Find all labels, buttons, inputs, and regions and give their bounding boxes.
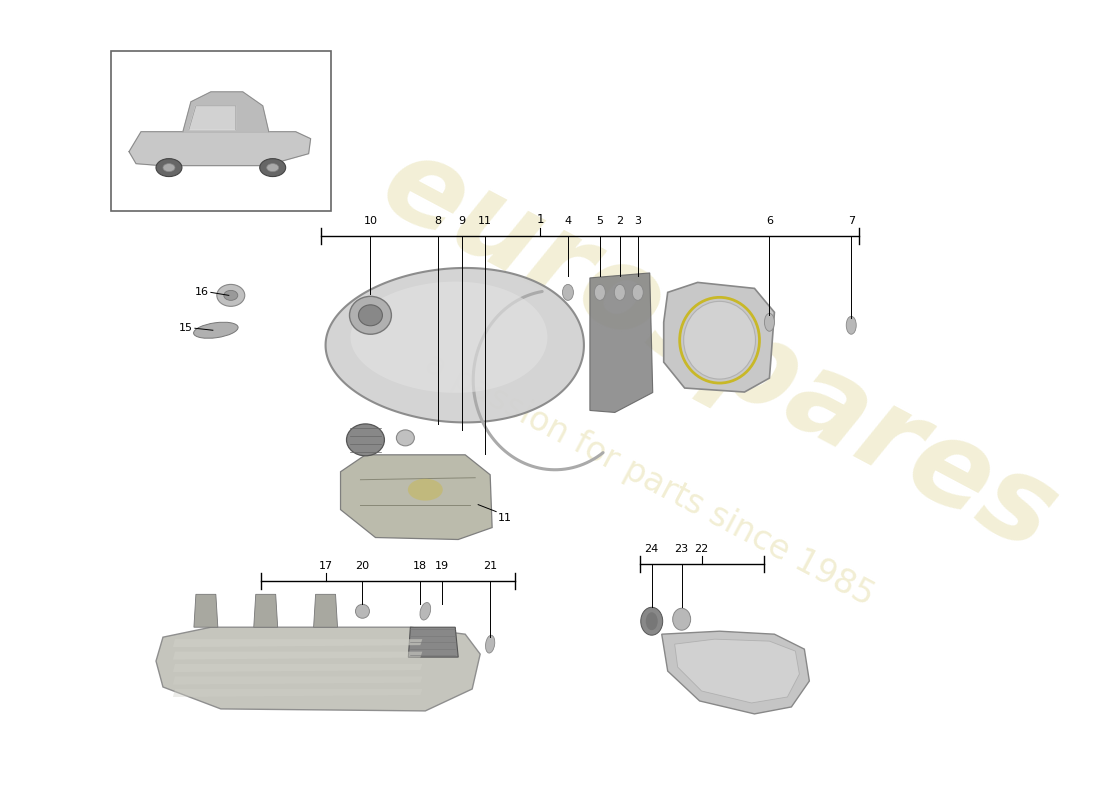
- Polygon shape: [254, 594, 277, 627]
- Text: 16: 16: [195, 287, 209, 298]
- Ellipse shape: [420, 602, 431, 620]
- Polygon shape: [326, 268, 584, 422]
- Polygon shape: [663, 282, 774, 392]
- Polygon shape: [156, 627, 481, 711]
- Text: 23: 23: [674, 545, 689, 554]
- Polygon shape: [662, 631, 810, 714]
- Ellipse shape: [156, 158, 182, 177]
- Ellipse shape: [846, 316, 856, 334]
- Polygon shape: [408, 627, 459, 657]
- Polygon shape: [183, 92, 268, 132]
- Text: 5: 5: [596, 216, 604, 226]
- Ellipse shape: [346, 424, 384, 456]
- Polygon shape: [173, 639, 422, 647]
- Ellipse shape: [684, 302, 756, 379]
- Text: 10: 10: [363, 216, 377, 226]
- Polygon shape: [189, 106, 235, 130]
- Ellipse shape: [194, 322, 238, 338]
- Polygon shape: [129, 132, 310, 166]
- Polygon shape: [314, 594, 338, 627]
- Text: 15: 15: [179, 323, 192, 334]
- Ellipse shape: [485, 635, 495, 653]
- Ellipse shape: [646, 612, 658, 630]
- Ellipse shape: [217, 285, 245, 306]
- Polygon shape: [173, 689, 422, 697]
- Text: 21: 21: [483, 562, 497, 571]
- Text: 6: 6: [766, 216, 773, 226]
- Ellipse shape: [641, 607, 662, 635]
- Text: 9: 9: [459, 216, 465, 226]
- Text: 17: 17: [319, 562, 332, 571]
- Text: 2: 2: [616, 216, 624, 226]
- Text: 22: 22: [694, 545, 708, 554]
- Polygon shape: [173, 652, 422, 659]
- Polygon shape: [173, 677, 422, 685]
- Text: 7: 7: [848, 216, 855, 226]
- Text: 24: 24: [645, 545, 659, 554]
- Text: 4: 4: [564, 216, 572, 226]
- Ellipse shape: [764, 314, 774, 331]
- Polygon shape: [351, 282, 548, 393]
- Text: eurospares: eurospares: [363, 124, 1076, 576]
- Ellipse shape: [359, 305, 383, 326]
- Polygon shape: [173, 664, 422, 672]
- Text: 18: 18: [414, 562, 428, 571]
- Ellipse shape: [408, 478, 443, 501]
- Ellipse shape: [614, 285, 625, 300]
- Ellipse shape: [355, 604, 370, 618]
- Ellipse shape: [260, 158, 286, 177]
- Ellipse shape: [562, 285, 573, 300]
- Bar: [111, 51, 331, 210]
- Ellipse shape: [673, 608, 691, 630]
- Ellipse shape: [266, 164, 278, 171]
- Ellipse shape: [223, 290, 238, 300]
- Text: 11: 11: [498, 513, 513, 522]
- Text: 11: 11: [478, 216, 492, 226]
- Text: 8: 8: [434, 216, 442, 226]
- Text: a passion for parts since 1985: a passion for parts since 1985: [419, 347, 880, 613]
- Polygon shape: [341, 455, 492, 539]
- Text: 19: 19: [436, 562, 449, 571]
- Ellipse shape: [396, 430, 415, 446]
- Text: 1: 1: [537, 213, 543, 226]
- Text: 20: 20: [355, 562, 370, 571]
- Polygon shape: [590, 273, 652, 413]
- Text: 3: 3: [635, 216, 641, 226]
- Ellipse shape: [350, 296, 392, 334]
- Polygon shape: [674, 639, 800, 703]
- Ellipse shape: [632, 285, 644, 300]
- Polygon shape: [194, 594, 218, 627]
- Ellipse shape: [594, 285, 605, 300]
- Ellipse shape: [163, 164, 175, 171]
